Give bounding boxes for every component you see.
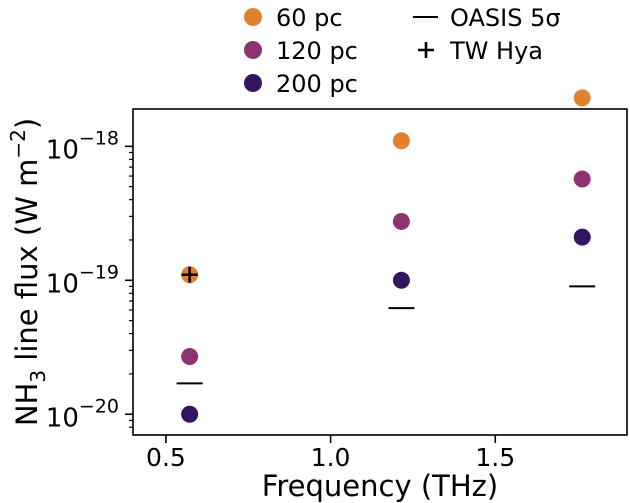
legend-marker-120-pc xyxy=(244,41,262,59)
legend-label: 200 pc xyxy=(276,70,358,98)
y-tick-base: 10 xyxy=(46,135,79,165)
point-120-pc xyxy=(573,170,591,188)
legend-label: 60 pc xyxy=(276,4,343,32)
point-60-pc xyxy=(392,132,410,150)
y-tick-exponent: −19 xyxy=(79,261,119,283)
plot-marks xyxy=(176,89,596,423)
y-axis-label: NH3 line flux (W m−2) xyxy=(6,118,50,426)
x-tick-label: 1.0 xyxy=(311,443,351,472)
point-200-pc xyxy=(181,405,199,423)
point-120-pc xyxy=(181,347,199,365)
y-tick-exponent: −20 xyxy=(79,395,119,417)
point-200-pc xyxy=(392,271,410,289)
y-tick-label: 10−19 xyxy=(46,261,119,299)
legend: 60 pc 120 pc 200 pc OASIS 5σ TW Hya xyxy=(244,4,561,98)
point-60-pc xyxy=(573,89,591,107)
tw-hya-marker xyxy=(181,266,198,283)
x-tick-label: 0.5 xyxy=(146,443,186,472)
y-tick-exponent: −18 xyxy=(79,127,119,149)
legend-marker-200-pc xyxy=(244,74,262,92)
y-tick-label: 10−18 xyxy=(46,127,119,165)
legend-label: TW Hya xyxy=(449,37,543,65)
legend-label: 120 pc xyxy=(276,37,358,65)
point-120-pc xyxy=(392,212,410,230)
point-200-pc xyxy=(573,228,591,246)
y-tick-base: 10 xyxy=(46,403,79,433)
plot-frame xyxy=(132,108,628,436)
legend-label: OASIS 5σ xyxy=(450,4,561,32)
x-axis-label: Frequency (THz) xyxy=(262,469,498,503)
y-tick-base: 10 xyxy=(46,269,79,299)
x-tick-label: 1.5 xyxy=(475,443,515,472)
y-tick-label: 10−20 xyxy=(46,395,119,433)
legend-marker-60-pc xyxy=(244,8,262,26)
legend-marker-tw-hya xyxy=(418,42,434,58)
